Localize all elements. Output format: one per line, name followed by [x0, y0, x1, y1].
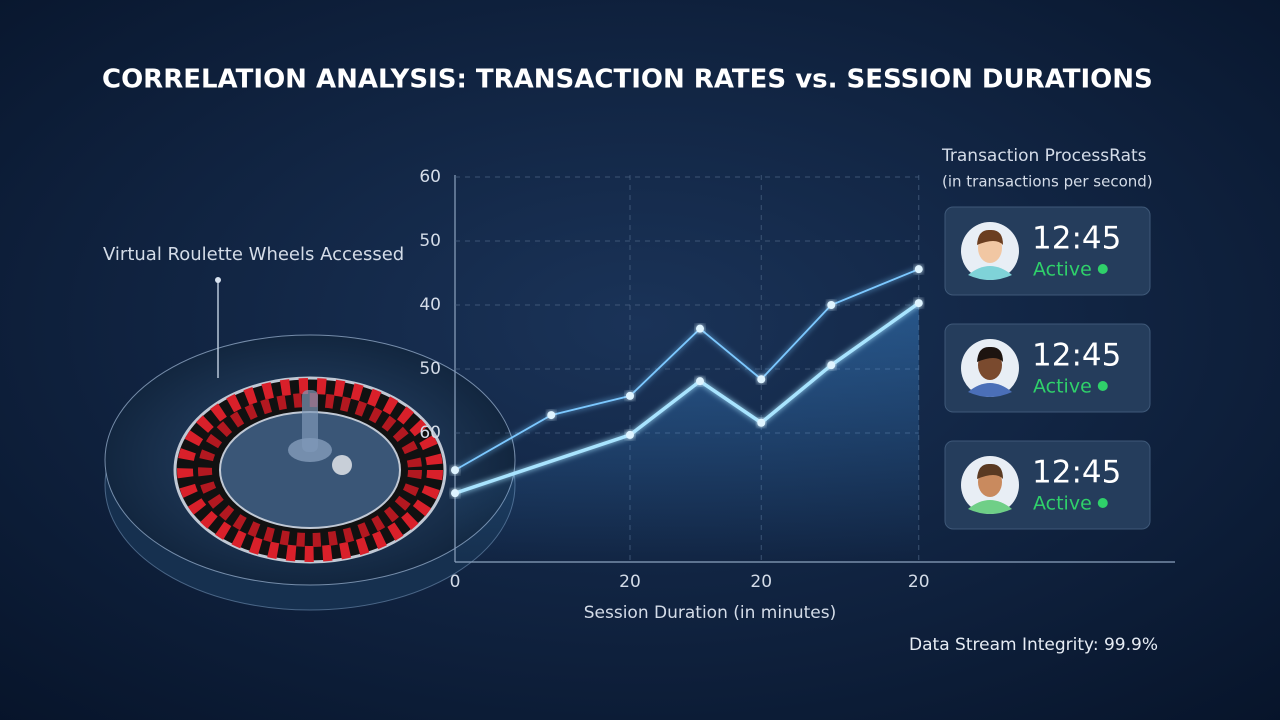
card-status: Active — [1033, 493, 1092, 515]
x-tick-label: 20 — [750, 572, 772, 592]
x-axis-label: Session Duration (in minutes) — [584, 603, 837, 623]
card-status: Active — [1033, 259, 1092, 281]
y-tick-label: 40 — [419, 295, 441, 315]
series-line — [454, 301, 920, 495]
annotation: Virtual Roulette Wheels Accessed — [103, 244, 404, 265]
card-time: 12:45 — [1032, 338, 1121, 374]
data-point — [757, 418, 766, 427]
status-dot — [1097, 264, 1108, 274]
status-dot — [1097, 381, 1108, 391]
avatar-shirt — [968, 500, 1012, 514]
data-point — [914, 265, 923, 274]
y-axis-label: Transaction ProcessRats — [941, 146, 1147, 166]
x-tick-label: 20 — [619, 572, 641, 592]
x-tick-label: 20 — [908, 572, 930, 592]
avatar-hair — [977, 346, 1003, 362]
y-tick-label: 60 — [419, 423, 441, 443]
area-glow — [455, 303, 919, 561]
status-dot — [1097, 498, 1108, 508]
y-tick-label: 60 — [419, 167, 441, 187]
y-axis-unit: (in transactions per second) — [942, 173, 1153, 191]
chart-title: CORRELATION ANALYSIS: TRANSACTION RATES … — [102, 65, 1153, 95]
data-point — [451, 489, 459, 498]
y-tick-label: 50 — [419, 359, 441, 379]
card-time: 12:45 — [1032, 221, 1121, 257]
avatar-shirt — [968, 266, 1012, 280]
data-point — [914, 299, 923, 308]
data-point — [757, 375, 766, 384]
avatar-shirt — [968, 383, 1012, 397]
data-point — [451, 466, 459, 475]
data-point — [626, 430, 634, 439]
data-point — [696, 377, 704, 386]
footer: Data Stream Integrity: 99.9% — [909, 635, 1158, 655]
avatar-hair — [977, 463, 1003, 479]
data-point — [547, 411, 556, 420]
data-point — [626, 391, 634, 400]
x-tick-label: 0 — [450, 572, 461, 592]
card-status: Active — [1033, 376, 1092, 398]
card-time: 12:45 — [1032, 455, 1121, 491]
avatar-hair — [977, 229, 1003, 245]
roulette-wheel — [104, 277, 516, 611]
data-point — [827, 301, 836, 309]
data-point — [827, 361, 836, 370]
data-point — [696, 324, 704, 333]
y-tick-label: 50 — [419, 231, 441, 251]
